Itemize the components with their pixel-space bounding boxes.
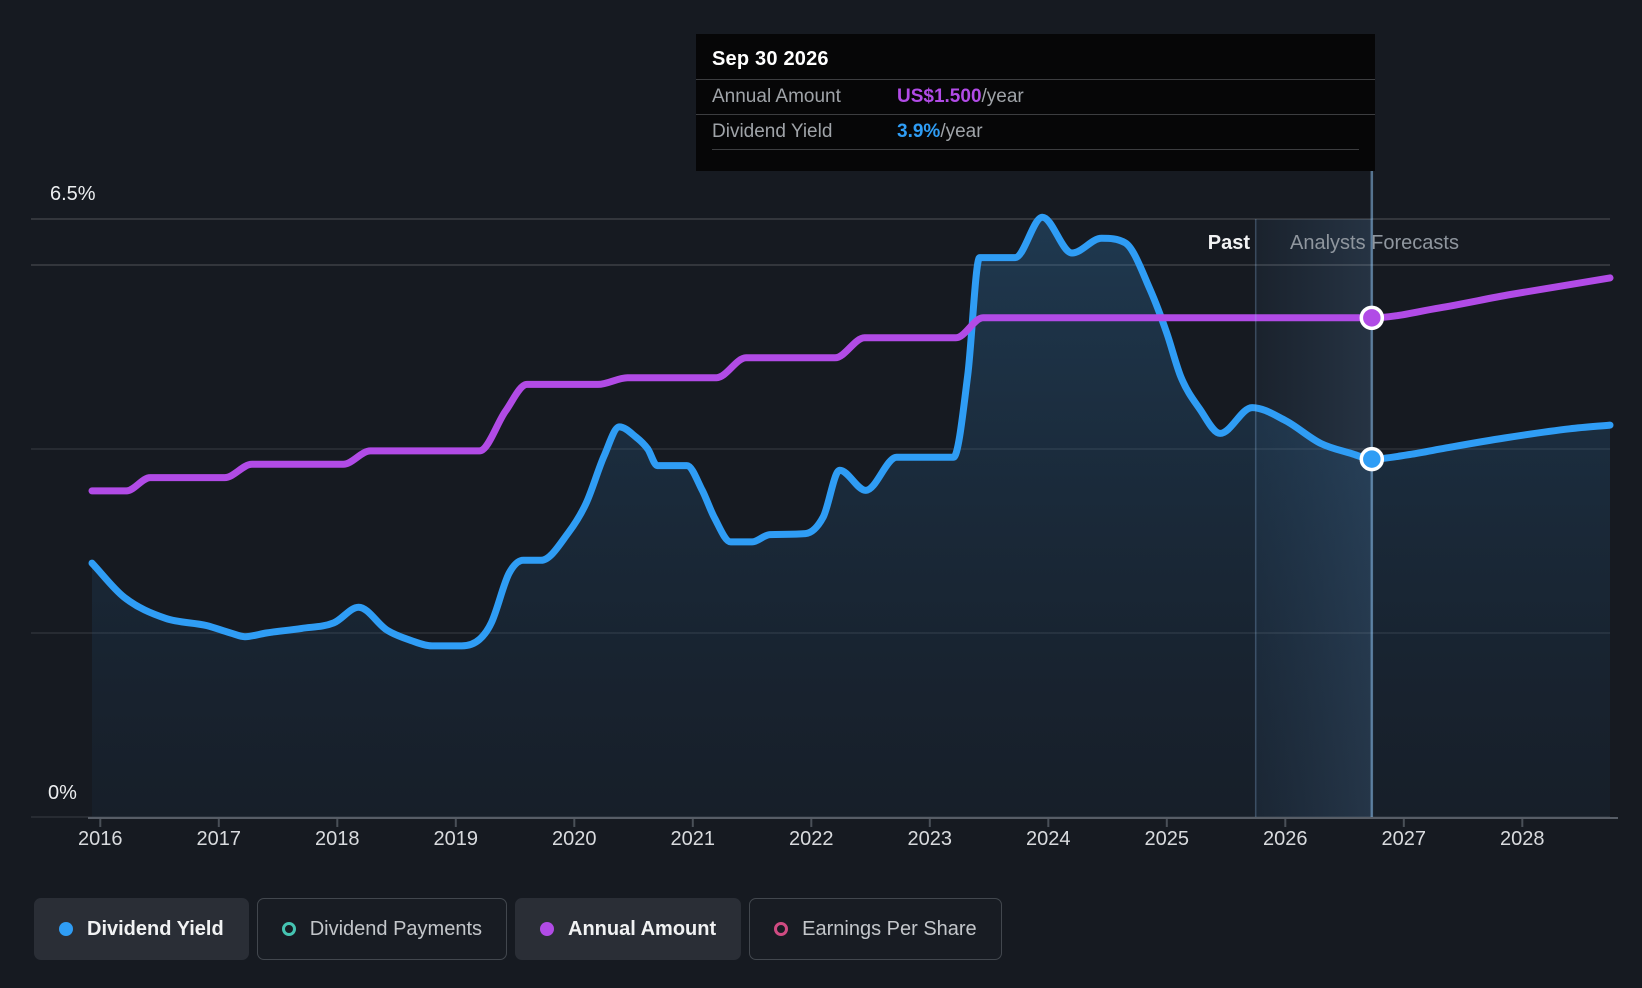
chart-tooltip: Sep 30 2026 Annual Amount US$1.500 /year… [696,34,1375,171]
tooltip-dividend-yield-value: 3.9% [897,121,941,142]
ring-icon [774,922,789,936]
legend-label: Dividend Yield [87,917,224,940]
series-legend: Dividend Yield Dividend Payments Annual Am… [34,898,1002,960]
legend-label: Annual Amount [568,917,717,940]
forecast-region-label: Analysts Forecasts [1290,232,1459,254]
x-axis-label: 2026 [1263,828,1308,850]
legend-toggle-earnings-per-share[interactable]: Earnings Per Share [749,898,1002,960]
tooltip-bottom-rule [712,149,1359,150]
x-axis-label: 2027 [1381,828,1427,850]
x-axis-label: 2018 [315,828,360,850]
legend-toggle-dividend-yield[interactable]: Dividend Yield [34,898,249,960]
x-axis-label: 2017 [196,828,242,850]
tooltip-dividend-yield-label: Dividend Yield [712,121,833,142]
x-axis-label: 2025 [1144,828,1190,850]
x-axis-label: 2020 [552,828,597,850]
tooltip-dividend-yield-suffix: /year [940,121,983,142]
tooltip-row-annual-amount: Annual Amount US$1.500 /year [696,79,1375,114]
legend-toggle-annual-amount[interactable]: Annual Amount [515,898,742,960]
tooltip-annual-amount-value: US$1.500 [897,86,982,107]
legend-label: Earnings Per Share [802,917,977,940]
x-axis-label: 2016 [78,828,123,850]
ring-icon [281,922,296,936]
y-axis-max-label: 6.5% [50,183,96,205]
past-region-label: Past [1207,232,1250,254]
legend-toggle-dividend-payments[interactable]: Dividend Payments [256,898,508,960]
tooltip-row-dividend-yield: Dividend Yield 3.9% /year [696,114,1375,149]
x-axis-label: 2024 [1026,828,1071,850]
x-axis-label: 2019 [433,828,479,850]
filled-dot-icon [540,922,555,936]
x-axis-label: 2021 [670,828,716,850]
x-axis-label: 2023 [907,828,953,850]
tooltip-annual-amount-label: Annual Amount [712,86,841,107]
dividend-yield-line [88,213,1614,650]
annual-amount-line [88,274,1614,495]
annual-amount-hover-marker[interactable] [1359,305,1385,331]
x-axis-label: 2022 [789,828,834,850]
tooltip-annual-amount-suffix: /year [981,86,1024,107]
legend-label: Dividend Payments [309,917,483,940]
y-axis-min-label: 0% [48,782,77,804]
dividend-yield-area [92,217,1610,817]
x-axis-label: 2028 [1500,828,1545,850]
filled-dot-icon [59,922,73,936]
tooltip-date-title: Sep 30 2026 [712,48,829,70]
dividend-yield-hover-marker[interactable] [1359,446,1385,472]
